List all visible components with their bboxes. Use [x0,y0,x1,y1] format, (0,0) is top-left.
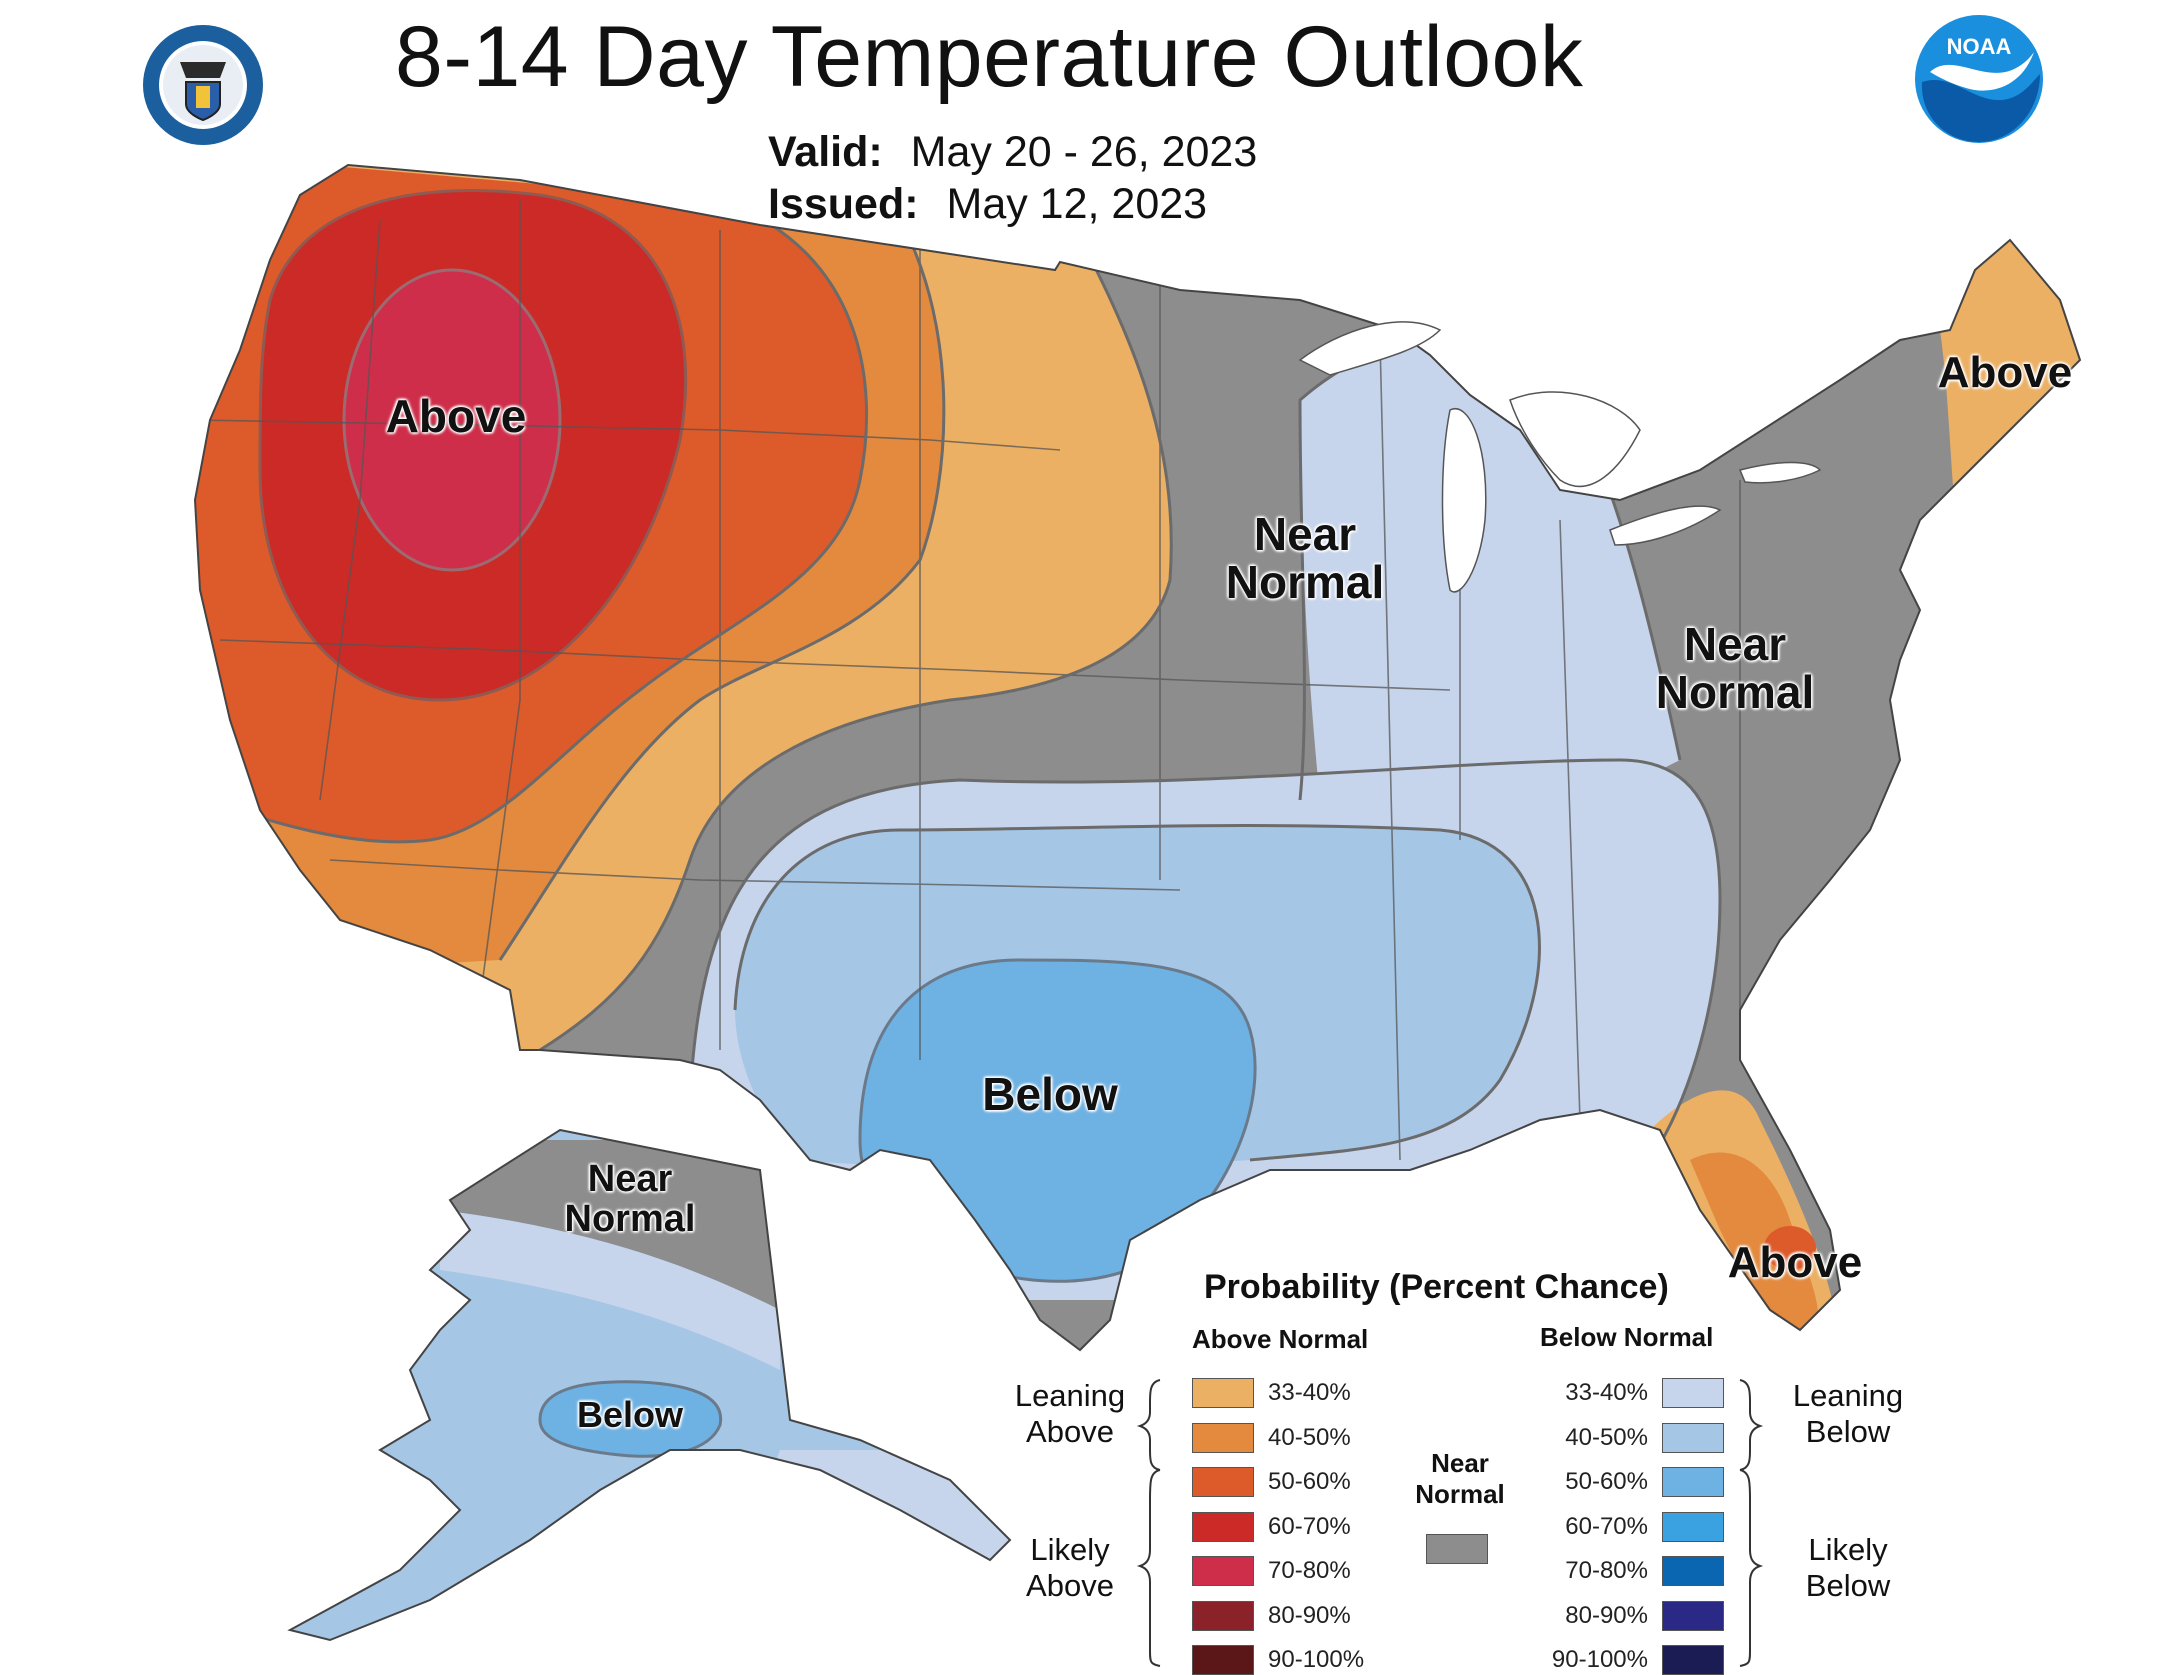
region-label-above-west: Above [385,390,527,442]
legend-swatch-near-normal [1426,1534,1488,1564]
legend-swatch [1192,1378,1254,1408]
region-label-below-south: Below [982,1068,1118,1120]
legend-below-header: Below Normal [1540,1322,1714,1352]
legend-leaning-below: Leaning Below [1792,1378,1904,1449]
legend-swatch [1192,1422,1254,1453]
legend-percent-label: 70-80% [1268,1557,1351,1584]
region-label-alaska-near-normal: Near Normal [564,1158,696,1240]
legend-percent-label: 33-40% [1268,1379,1351,1406]
region-label-near-normal-central: Near Normal [1225,508,1385,609]
issued-label: Issued: [768,180,919,228]
noaa-logo-text: NOAA [1947,34,2012,59]
legend-percent-label: 70-80% [1565,1557,1648,1584]
region-label-near-normal-east: Near Normal [1655,618,1815,719]
valid-value: May 20 - 26, 2023 [910,128,1258,176]
legend-swatch [1662,1600,1724,1631]
legend-swatch [1662,1467,1724,1497]
legend-swatch [1192,1645,1254,1675]
page-title: 8-14 Day Temperature Outlook [395,9,1584,105]
legend-swatch [1192,1511,1254,1542]
legend-swatch [1192,1600,1254,1631]
legend-percent-label: 90-100% [1268,1646,1365,1673]
legend-swatch [1662,1511,1724,1542]
valid-label: Valid: [768,128,883,176]
great-lakes [1298,321,1822,593]
legend-percent-label: 40-50% [1565,1423,1648,1451]
conus-outline [193,163,2082,1352]
legend-swatch [1662,1556,1724,1586]
legend-swatch [1192,1467,1254,1497]
legend-percent-label: 80-90% [1268,1601,1351,1629]
legend-percent-label: 50-60% [1268,1468,1351,1495]
legend-percent-label: 60-70% [1268,1512,1351,1540]
legend-likely-below: Likely Below [1805,1532,1891,1603]
legend-above-header: Above Normal [1192,1324,1369,1354]
department-of-commerce-seal-icon [140,22,266,148]
legend-percent-label: 50-60% [1565,1468,1648,1495]
region-label-above-florida: Above [1727,1238,1863,1287]
noaa-logo-icon: NOAA [1912,12,2046,146]
legend-percent-label: 90-100% [1551,1646,1648,1673]
valid-dates: Valid: May 20 - 26, 2023 [768,128,1257,177]
issued-value: May 12, 2023 [946,180,1208,228]
legend-percent-label: 33-40% [1565,1379,1648,1406]
legend-percent-label: 80-90% [1565,1601,1648,1629]
legend-near-normal-label: Near Normal [1415,1448,1505,1510]
legend-percent-label: 40-50% [1268,1423,1351,1451]
legend-percent-label: 60-70% [1565,1512,1648,1540]
region-label-alaska-below: Below [576,1394,683,1435]
legend-swatch [1662,1378,1724,1408]
issued-date: Issued: May 12, 2023 [768,180,1207,229]
region-label-above-maine: Above [1937,348,2073,397]
legend-likely-above: Likely Above [1026,1532,1114,1603]
legend-swatch [1662,1422,1724,1453]
legend-title: Probability (Percent Chance) [1204,1268,1669,1306]
alaska-outline [287,1128,1012,1642]
legend-swatch [1192,1556,1254,1586]
legend-leaning-above: Leaning Above [1014,1378,1126,1449]
legend-swatch [1662,1645,1724,1675]
